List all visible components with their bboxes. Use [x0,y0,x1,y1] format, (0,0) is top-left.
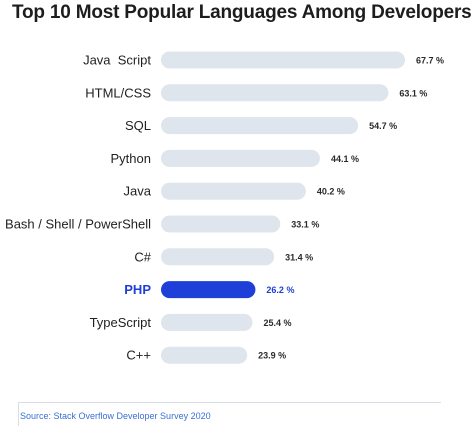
bar-sql [161,117,359,135]
category-label: Bash / Shell / PowerShell [5,217,151,232]
value-label: 25.4 % [264,318,292,328]
value-label: 40.2 % [317,187,345,197]
category-label: HTML/CSS [85,85,151,100]
category-label: PHP [124,282,151,297]
category-label: SQL [125,118,151,133]
value-label: 33.1 % [291,220,319,230]
category-label: Java [124,184,152,199]
bar-java [161,182,306,200]
category-label: TypeScript [90,315,152,330]
value-label: 63.1 % [399,88,427,98]
bar-php [161,281,256,299]
bar-typescript [161,313,253,331]
value-label: 44.1 % [331,154,359,164]
bar-c [161,248,275,266]
chart-title: Top 10 Most Popular Languages Among Deve… [12,2,472,23]
bar-python [161,149,320,167]
bar-bash-shell-powershell [161,215,281,233]
value-label: 67.7 % [416,56,444,66]
source-divider-tick [18,402,19,426]
category-label: C++ [126,348,151,363]
category-label: Python [111,151,151,166]
category-label: C# [134,249,151,264]
category-label: Java Script [83,53,151,68]
source-divider [18,402,441,403]
bar-c [161,346,248,364]
source-note: Source: Stack Overflow Developer Survey … [20,411,211,421]
value-label: 23.9 % [258,351,286,361]
value-label: 26.2 % [266,285,294,295]
value-label: 54.7 % [369,121,397,131]
bar-java-script [161,51,405,69]
bar-chart: Java Script 67.7 % HTML/CSS 63.1 % SQL 54.7 %… [5,51,444,364]
value-label: 31.4 % [285,252,313,262]
bar-html-css [161,84,389,102]
